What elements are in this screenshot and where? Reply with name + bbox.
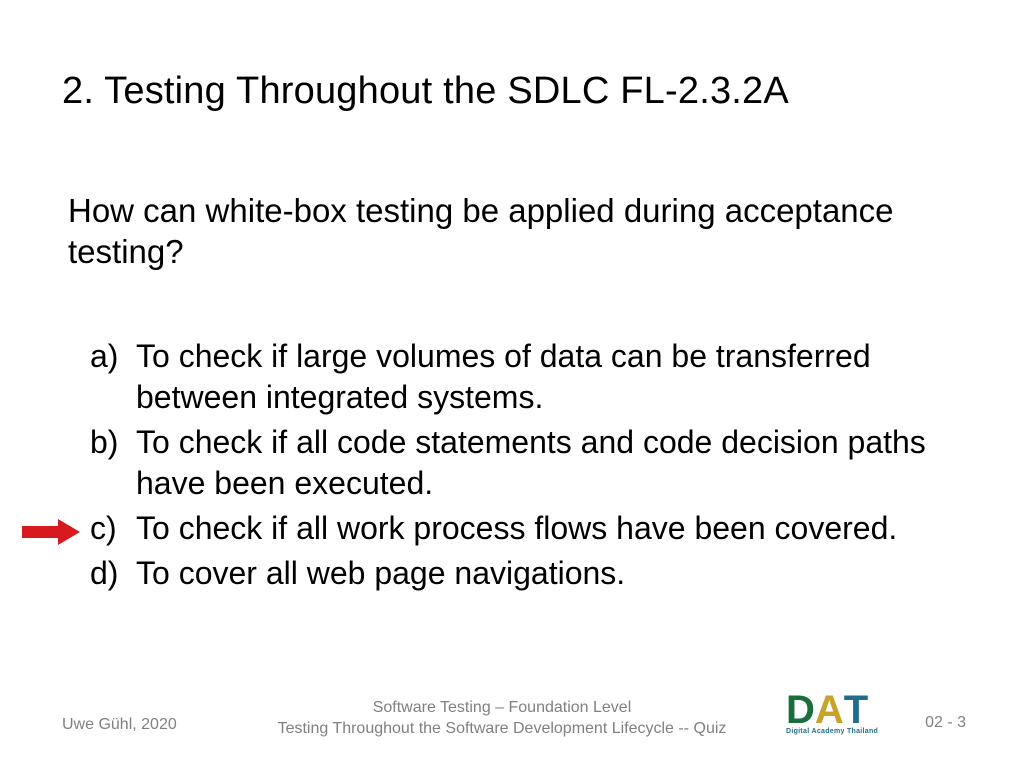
option-text: To check if all code statements and code…: [136, 422, 954, 504]
option-c: c) To check if all work process flows ha…: [88, 508, 954, 549]
question-text: How can white-box testing be applied dur…: [68, 190, 944, 273]
slide-title: 2. Testing Throughout the SDLC FL-2.3.2A: [62, 70, 974, 113]
slide: 2. Testing Throughout the SDLC FL-2.3.2A…: [0, 0, 1024, 768]
option-letter: d): [88, 553, 136, 594]
option-text: To check if all work process flows have …: [136, 508, 954, 549]
option-letter: a): [88, 336, 136, 418]
answer-arrow-icon: [22, 519, 80, 545]
option-text: To check if large volumes of data can be…: [136, 336, 954, 418]
footer-author: Uwe Gühl, 2020: [62, 716, 177, 734]
option-text: To cover all web page navigations.: [136, 553, 954, 594]
option-a: a) To check if large volumes of data can…: [88, 336, 954, 418]
options-list: a) To check if large volumes of data can…: [88, 336, 954, 598]
logo-letter-t: T: [844, 690, 866, 730]
option-letter: c): [88, 508, 136, 549]
footer-center: Software Testing – Foundation Level Test…: [270, 698, 734, 740]
footer-page-number: 02 - 3: [925, 714, 966, 732]
option-d: d) To cover all web page navigations.: [88, 553, 954, 594]
option-letter: b): [88, 422, 136, 504]
footer-line1: Software Testing – Foundation Level: [270, 698, 734, 719]
footer: Uwe Gühl, 2020 Software Testing – Founda…: [0, 690, 1024, 740]
logo-letter-d: D: [786, 690, 813, 730]
logo-letters: D A T: [786, 690, 906, 730]
option-b: b) To check if all code statements and c…: [88, 422, 954, 504]
logo-letter-a: A: [815, 690, 842, 730]
dat-logo: D A T Digital Academy Thailand: [786, 690, 906, 740]
logo-subtitle: Digital Academy Thailand: [786, 728, 906, 735]
footer-line2: Testing Throughout the Software Developm…: [270, 719, 734, 740]
